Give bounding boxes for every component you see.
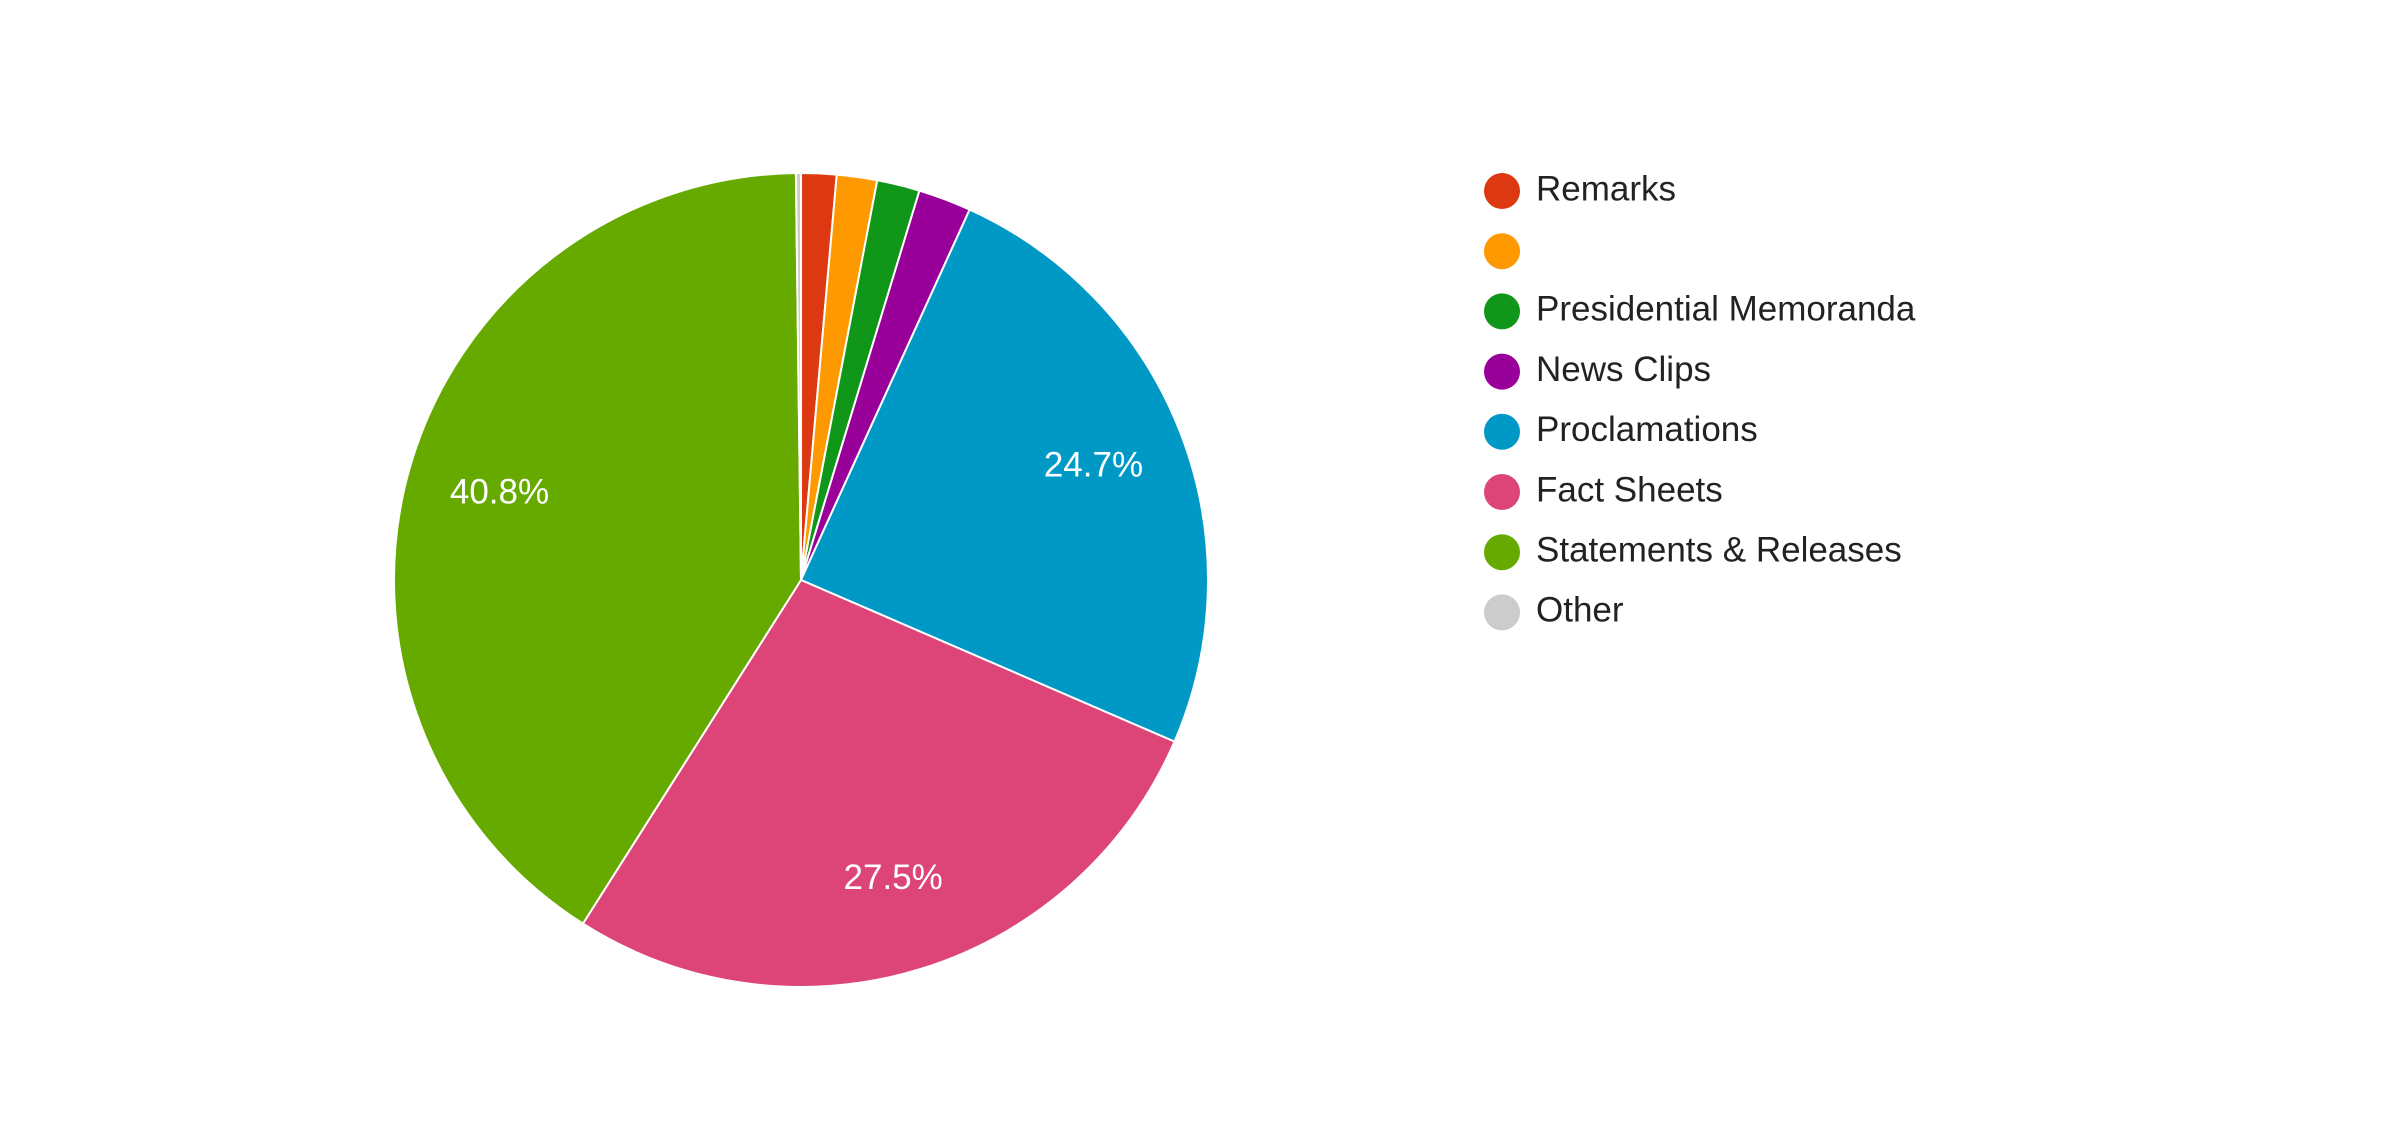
legend-swatch xyxy=(1484,233,1520,270)
legend-swatch xyxy=(1484,594,1520,631)
legend-label: Presidential Memoranda xyxy=(1536,290,1916,329)
legend-label: Statements & Releases xyxy=(1536,530,1902,569)
legend-swatch xyxy=(1484,173,1520,209)
data-label: 40.8% xyxy=(450,473,549,512)
data-label: 24.7% xyxy=(1044,446,1143,485)
legend-label: Remarks xyxy=(1536,169,1676,208)
legend-swatch xyxy=(1484,413,1520,450)
pie-slice xyxy=(581,578,1176,988)
legend-swatch xyxy=(1484,293,1520,330)
pie-slice xyxy=(393,172,803,926)
legend-label: Fact Sheets xyxy=(1536,470,1723,509)
pie-slice xyxy=(799,208,1210,743)
legend-label: Other xyxy=(1536,591,1624,630)
pie-slice xyxy=(794,171,802,581)
legend-swatch xyxy=(1484,353,1520,390)
data-label: 27.5% xyxy=(844,858,943,897)
legend-swatch xyxy=(1484,534,1520,571)
legend-label: News Clips xyxy=(1536,350,1711,389)
legend-label: Proclamations xyxy=(1536,410,1758,449)
legend-swatch xyxy=(1484,474,1520,510)
